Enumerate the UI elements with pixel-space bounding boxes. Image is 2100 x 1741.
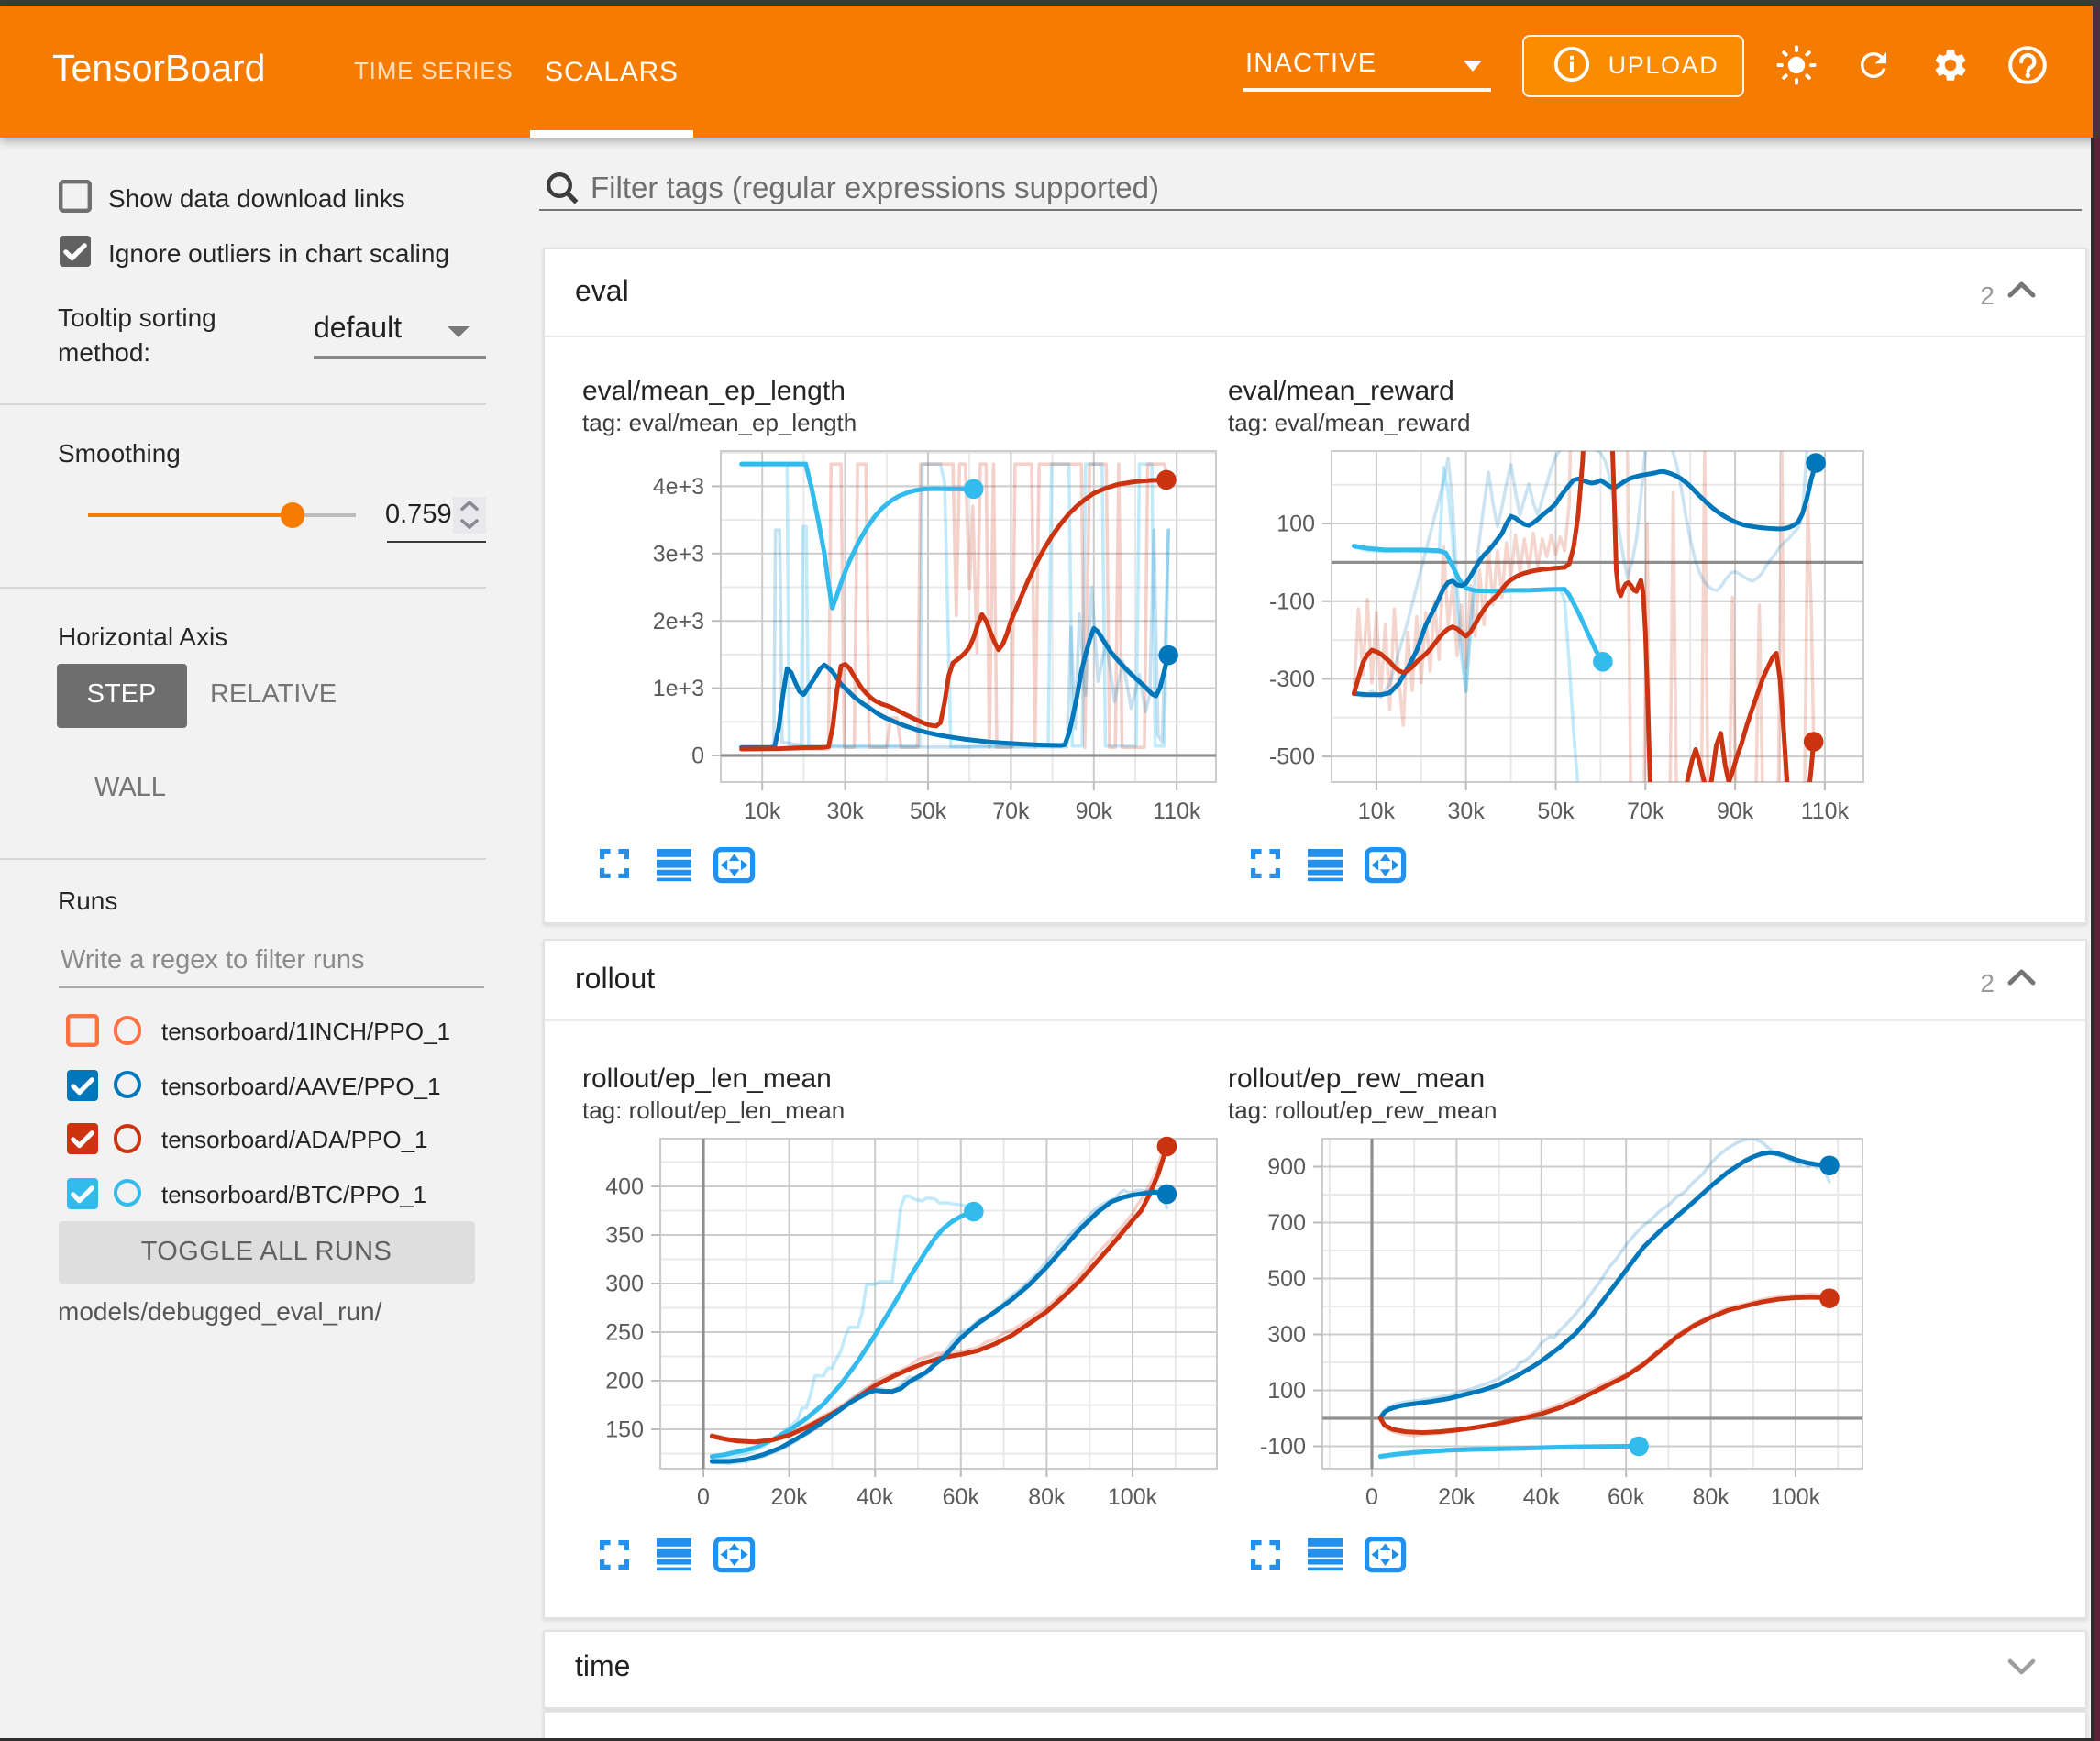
svg-text:100k: 100k <box>1771 1484 1821 1510</box>
svg-text:1e+3: 1e+3 <box>652 675 703 700</box>
svg-text:40k: 40k <box>1523 1484 1561 1510</box>
svg-text:90k: 90k <box>1716 798 1753 823</box>
svg-text:80k: 80k <box>1692 1484 1730 1510</box>
svg-text:100: 100 <box>1267 1378 1306 1404</box>
svg-text:10k: 10k <box>743 798 780 823</box>
svg-text:150: 150 <box>605 1417 644 1443</box>
svg-text:700: 700 <box>1267 1210 1306 1236</box>
svg-text:110k: 110k <box>1152 798 1200 823</box>
svg-text:60k: 60k <box>1608 1484 1645 1510</box>
svg-text:30k: 30k <box>825 798 863 823</box>
svg-text:300: 300 <box>1267 1322 1306 1348</box>
svg-text:2e+3: 2e+3 <box>652 608 703 634</box>
svg-text:400: 400 <box>605 1174 644 1200</box>
svg-text:200: 200 <box>605 1369 644 1394</box>
svg-text:-100: -100 <box>1268 588 1314 613</box>
svg-text:-100: -100 <box>1260 1434 1306 1460</box>
svg-text:4e+3: 4e+3 <box>652 473 703 499</box>
svg-text:-300: -300 <box>1268 666 1314 691</box>
svg-text:0: 0 <box>1365 1484 1378 1510</box>
svg-text:60k: 60k <box>943 1484 980 1510</box>
svg-text:900: 900 <box>1267 1154 1306 1180</box>
svg-text:0: 0 <box>691 743 703 768</box>
svg-text:20k: 20k <box>1438 1484 1476 1510</box>
svg-text:80k: 80k <box>1028 1484 1066 1510</box>
svg-text:40k: 40k <box>857 1484 894 1510</box>
svg-text:350: 350 <box>605 1223 644 1249</box>
svg-text:50k: 50k <box>909 798 946 823</box>
svg-text:70k: 70k <box>991 798 1029 823</box>
svg-text:250: 250 <box>605 1320 644 1346</box>
svg-text:30k: 30k <box>1447 798 1485 823</box>
svg-text:20k: 20k <box>770 1484 808 1510</box>
svg-text:3e+3: 3e+3 <box>652 540 703 566</box>
svg-text:300: 300 <box>605 1272 644 1297</box>
svg-text:500: 500 <box>1267 1266 1306 1292</box>
svg-text:90k: 90k <box>1075 798 1112 823</box>
svg-text:50k: 50k <box>1536 798 1574 823</box>
svg-text:100: 100 <box>1276 511 1314 536</box>
svg-text:0: 0 <box>697 1484 710 1510</box>
svg-text:100k: 100k <box>1108 1484 1158 1510</box>
svg-text:70k: 70k <box>1626 798 1663 823</box>
svg-text:10k: 10k <box>1357 798 1395 823</box>
svg-text:110k: 110k <box>1800 798 1849 823</box>
svg-text:-500: -500 <box>1268 744 1314 769</box>
